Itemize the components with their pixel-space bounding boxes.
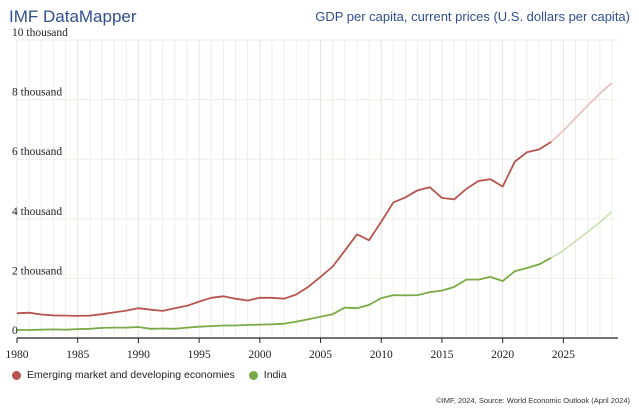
series-line-india-projection	[550, 211, 613, 259]
legend: Emerging market and developing economies…	[12, 369, 301, 381]
legend-item-emerging[interactable]: Emerging market and developing economies	[12, 369, 235, 381]
y-tick-label: 8 thousand	[12, 87, 62, 99]
series-line-india	[17, 257, 552, 331]
x-tick-label: 2025	[552, 349, 575, 361]
y-tick-label: 2 thousand	[12, 265, 62, 277]
x-tick-label: 2015	[430, 349, 453, 361]
brand-title: IMF DataMapper	[9, 7, 137, 26]
series-line-emerging-projection	[550, 82, 613, 143]
x-tick-label: 1985	[66, 349, 89, 361]
grid	[16, 39, 618, 338]
y-tick-label: 0	[12, 325, 18, 337]
axes: 0 2 thousand 4 thousand 6 thousand 8 thousan…	[6, 27, 618, 361]
x-tick-label: 1990	[127, 349, 150, 361]
y-tick-label: 10 thousand	[12, 27, 68, 39]
x-tick-label: 2005	[309, 349, 332, 361]
x-tick-label: 1995	[188, 349, 211, 361]
legend-dot-india	[248, 370, 258, 380]
series-line-emerging	[16, 141, 552, 317]
x-tick-label: 1980	[6, 349, 29, 361]
source-note: ©IMF, 2024, Source: World Economic Outlo…	[436, 396, 630, 405]
legend-label-emerging: Emerging market and developing economies	[27, 369, 235, 381]
legend-dot-emerging	[12, 370, 21, 380]
legend-item-india[interactable]: India	[248, 369, 287, 381]
legend-label-india: India	[263, 369, 287, 381]
y-tick-label: 6 thousand	[12, 146, 62, 158]
x-tick-label: 2020	[491, 349, 514, 361]
y-tick-label: 4 thousand	[12, 206, 62, 218]
x-tick-label: 2010	[370, 349, 393, 361]
series	[16, 82, 613, 331]
chart-subtitle: GDP per capita, current prices (U.S. dol…	[315, 9, 630, 24]
x-tick-label: 2000	[248, 349, 271, 361]
